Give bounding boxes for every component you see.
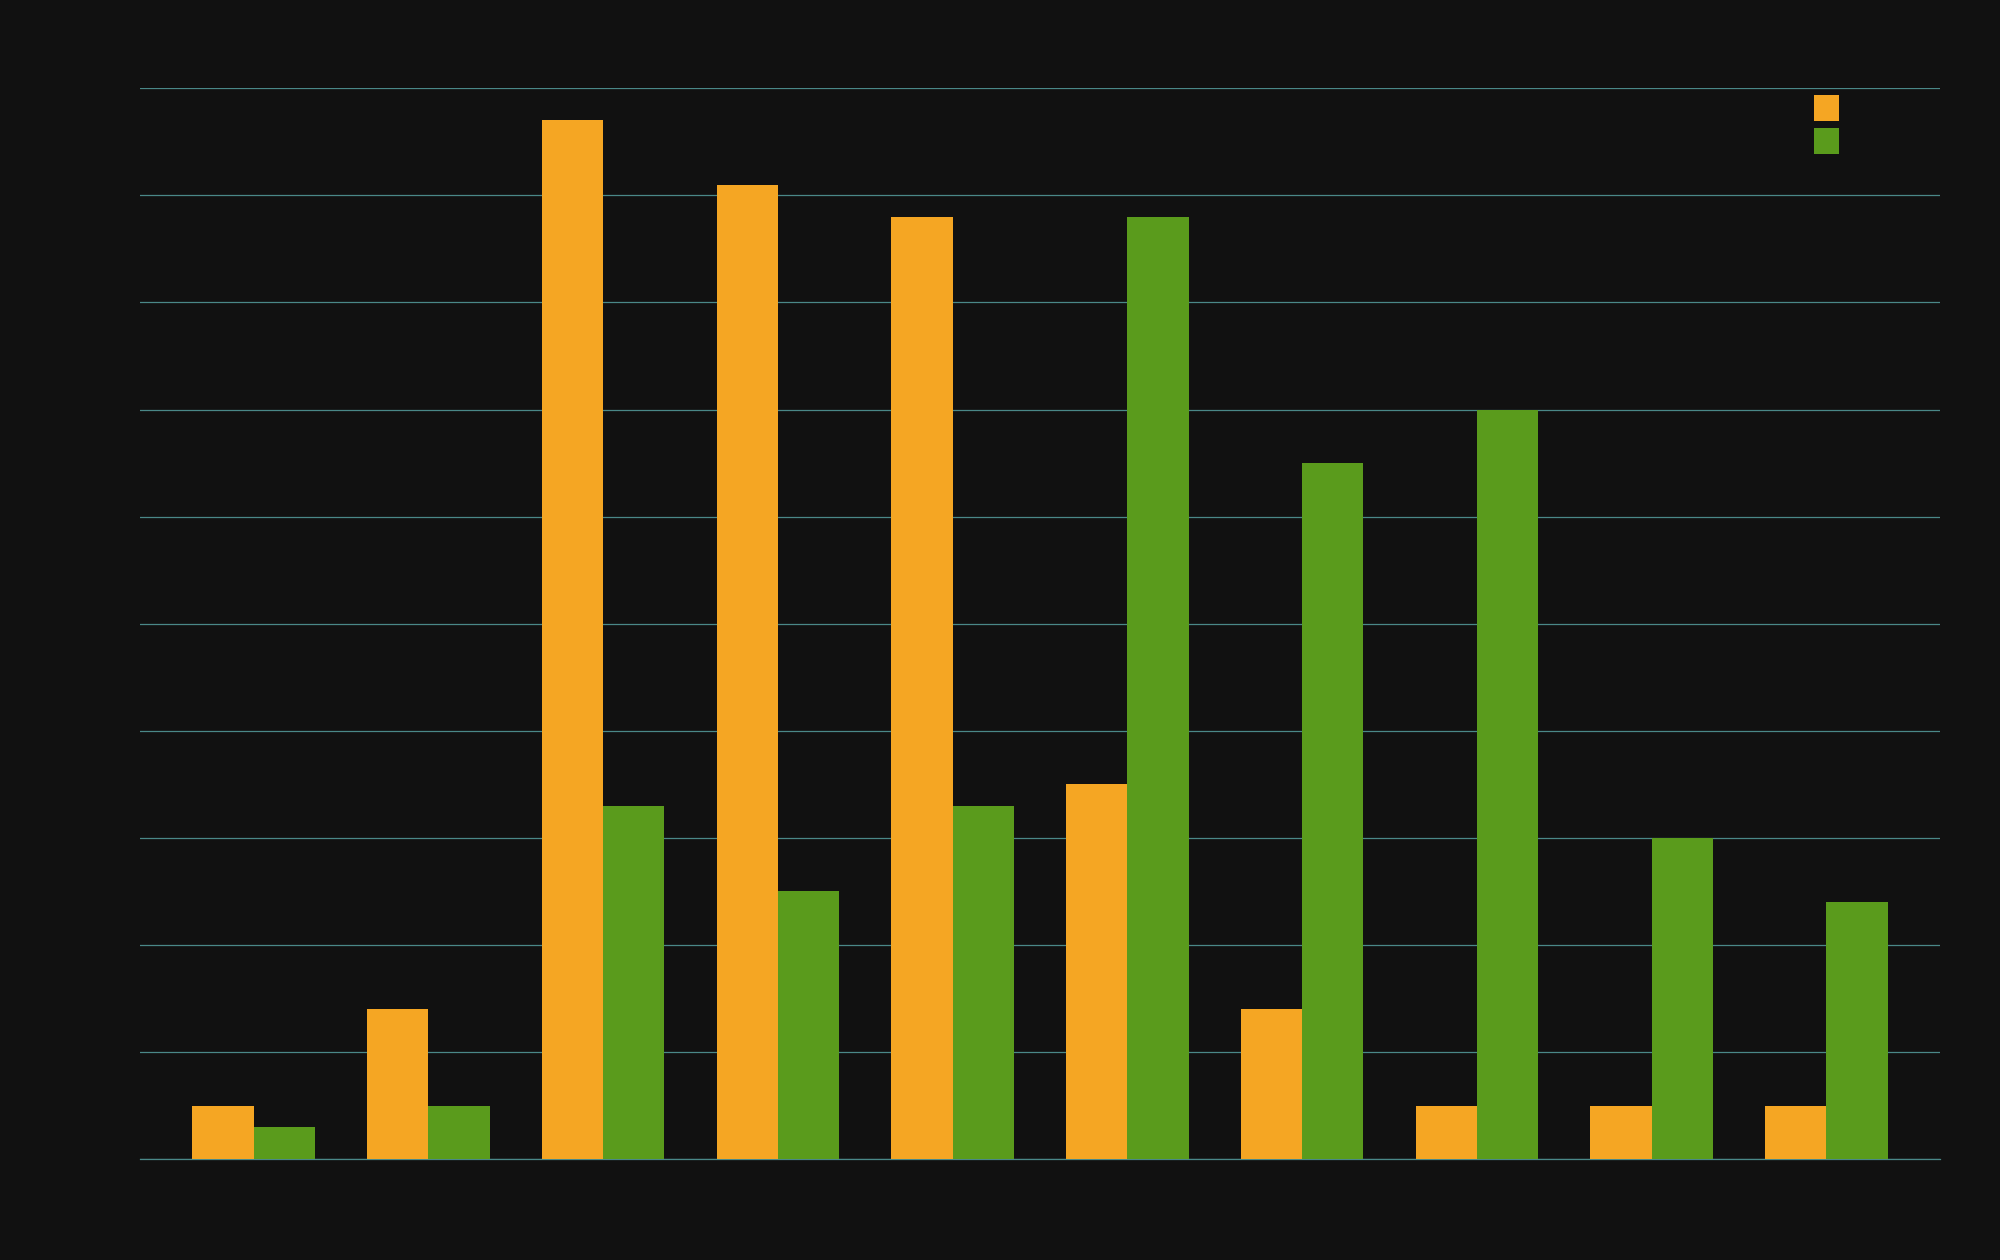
Bar bbox=[428, 1106, 490, 1159]
Bar bbox=[1066, 784, 1128, 1159]
Bar bbox=[1302, 462, 1364, 1159]
Bar bbox=[192, 1106, 254, 1159]
Bar bbox=[1128, 217, 1188, 1159]
Bar bbox=[254, 1128, 314, 1159]
Bar bbox=[542, 120, 604, 1159]
Bar bbox=[1590, 1106, 1652, 1159]
Bar bbox=[778, 892, 840, 1159]
Bar bbox=[1240, 1009, 1302, 1159]
Bar bbox=[952, 806, 1014, 1159]
Bar bbox=[716, 184, 778, 1159]
Bar bbox=[1766, 1106, 1826, 1159]
Bar bbox=[604, 806, 664, 1159]
Bar bbox=[1826, 902, 1888, 1159]
Bar bbox=[1416, 1106, 1476, 1159]
Bar bbox=[1476, 410, 1538, 1159]
Bar bbox=[368, 1009, 428, 1159]
Legend: , : , bbox=[1814, 96, 1844, 154]
Bar bbox=[1652, 838, 1712, 1159]
Bar bbox=[892, 217, 952, 1159]
